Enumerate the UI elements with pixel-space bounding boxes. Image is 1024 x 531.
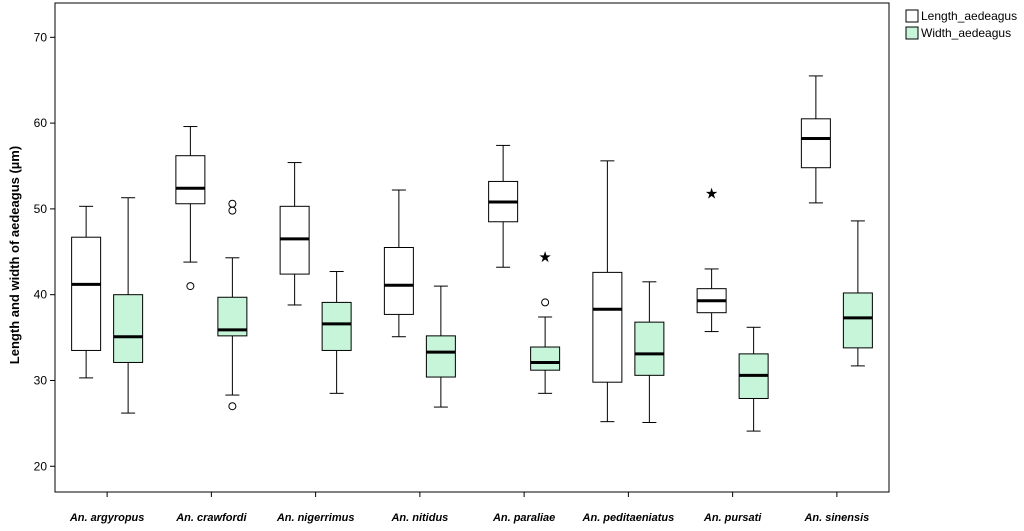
- y-axis: 20 30 40 50 60 70: [34, 30, 55, 473]
- y-tick-label: 60: [34, 116, 48, 130]
- y-tick-label: 20: [34, 459, 48, 473]
- legend-swatch-length: [905, 9, 919, 23]
- box-width: [634, 281, 665, 424]
- x-axis: An. argyropus An. crawfordi An. nigerrimus…: [69, 492, 869, 524]
- box-iqr: [842, 292, 873, 349]
- box-length: ★: [696, 185, 727, 333]
- y-axis-title: Length and width of aedeagus (µm): [7, 146, 22, 364]
- y-tick-label: 40: [34, 288, 48, 302]
- box-iqr: [800, 118, 831, 169]
- box-length: [175, 126, 206, 291]
- outlier-point: [541, 298, 550, 307]
- box-width: [321, 271, 352, 394]
- box-length: [488, 144, 519, 268]
- y-tick-label: 70: [34, 30, 48, 44]
- box-length: [383, 189, 414, 338]
- x-tick-label: An. argyropus: [69, 512, 145, 524]
- plot-frame: [54, 2, 890, 493]
- legend-label-width: Width_aedeagus: [921, 26, 1011, 40]
- extreme-point: ★: [538, 248, 551, 266]
- box-iqr: [530, 346, 561, 371]
- box-length: [592, 160, 623, 423]
- box-iqr: [634, 321, 665, 376]
- box-length: [71, 205, 102, 379]
- legend: Length_aedeagus Width_aedeagus: [905, 9, 1017, 40]
- box-width: [425, 285, 456, 408]
- box-width: [113, 197, 144, 414]
- box-length: [800, 75, 831, 204]
- box-iqr: [425, 335, 456, 378]
- box-iqr: [71, 236, 102, 351]
- box-iqr: [383, 247, 414, 315]
- box-iqr: [113, 294, 144, 363]
- outlier-point: [228, 206, 237, 215]
- box-iqr: [592, 271, 623, 383]
- box-length: [279, 162, 310, 306]
- x-tick-label: An. paraliae: [492, 512, 555, 524]
- x-tick-label: An. nitidus: [390, 512, 448, 524]
- x-tick-label: An. nigerrimus: [276, 512, 355, 524]
- extreme-point: ★: [705, 185, 718, 203]
- y-tick-label: 30: [34, 373, 48, 387]
- box-series: ★★: [71, 75, 873, 432]
- x-tick-label: An. crawfordi: [175, 512, 247, 524]
- box-width: [842, 220, 873, 367]
- box-width: [217, 199, 248, 411]
- outlier-point: [186, 282, 195, 291]
- y-tick-label: 50: [34, 202, 48, 216]
- legend-swatch-width: [905, 26, 919, 40]
- box-width: [738, 326, 769, 432]
- x-tick-label: An. pursati: [703, 512, 762, 524]
- box-width: ★: [530, 248, 561, 394]
- x-tick-label: An. peditaeniatus: [582, 512, 675, 524]
- x-tick-label: An. sinensis: [803, 512, 869, 524]
- box-iqr: [175, 155, 206, 205]
- outlier-point: [228, 402, 237, 411]
- outlier-point: [228, 199, 237, 208]
- box-iqr: [321, 301, 352, 351]
- legend-label-length: Length_aedeagus: [921, 9, 1017, 23]
